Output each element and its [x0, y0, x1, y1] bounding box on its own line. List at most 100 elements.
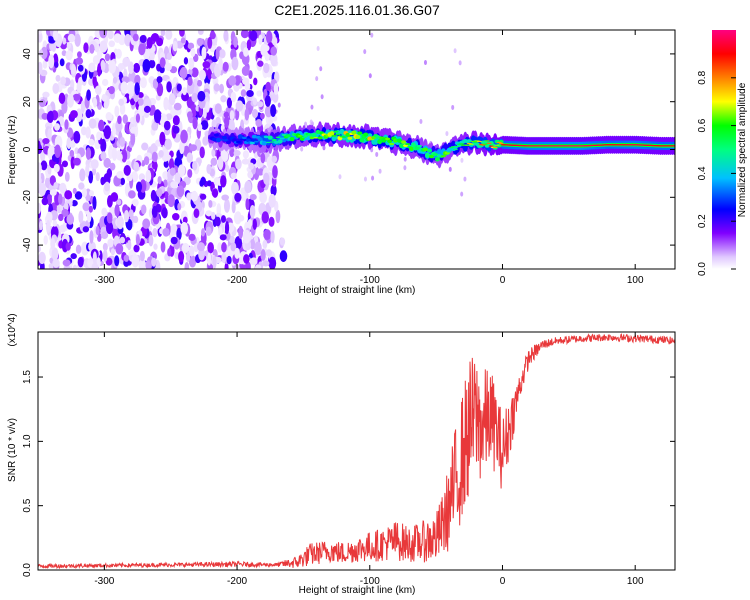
spectrogram-noise-blob	[275, 209, 281, 224]
spectrogram-noise-blob	[196, 37, 204, 47]
spectrogram-noise-blob	[65, 242, 71, 251]
spectrogram-ridge-blob	[472, 141, 478, 143]
spectrogram-noise-blob	[192, 160, 198, 171]
spectrogram-ridge-blob	[241, 136, 247, 140]
spectrogram-noise-blob	[272, 165, 278, 179]
spectrogram-noise-blob	[110, 248, 116, 256]
spectrogram-noise-blob	[254, 264, 262, 269]
spectrogram-noise-blob	[43, 235, 48, 245]
spectrogram-noise-blob	[240, 30, 249, 39]
spectrogram-noise-blob	[166, 154, 172, 161]
spectrogram-noise-blob	[72, 187, 77, 194]
spectrogram-noise-blob	[451, 104, 455, 110]
spectrogram-noise-blob	[78, 182, 85, 190]
spectrogram-noise-blob	[116, 171, 124, 179]
spectrogram-noise-blob	[202, 108, 207, 119]
spectrogram-noise-blob	[185, 251, 191, 263]
spectrogram-noise-blob	[104, 53, 111, 62]
spectrogram-noise-blob	[96, 49, 103, 59]
spectrogram-noise-blob	[218, 49, 226, 59]
spectrogram-noise-blob	[123, 209, 130, 223]
spectrogram-noise-blob	[262, 260, 270, 267]
spectrogram-noise-blob	[113, 33, 122, 43]
spectrogram-noise-blob	[138, 173, 146, 181]
spectrogram-noise-blob	[127, 81, 135, 94]
spectrogram-ridge-blob	[671, 145, 675, 147]
spectrogram-noise-blob	[139, 250, 145, 262]
spectrogram-noise-blob	[103, 125, 112, 140]
spectrogram-ridge-blob	[269, 141, 275, 143]
spectrogram-noise-blob	[95, 171, 100, 182]
spectrogram-noise-blob	[139, 35, 147, 43]
spectrogram-noise-blob	[248, 162, 255, 170]
spectrogram-noise-blob	[82, 187, 88, 198]
spectrogram-noise-blob	[100, 231, 109, 239]
spectrogram-noise-blob	[201, 46, 207, 60]
spectrogram-x-ticks: -300 -200 -100 0 100	[94, 30, 644, 286]
spectrogram-noise-blob	[255, 119, 263, 127]
spectrogram-noise-blob	[53, 181, 59, 189]
spectrogram-noise-blob	[134, 74, 141, 86]
spectrogram-noise-blob	[80, 126, 87, 136]
spectrogram-noise-blob	[270, 104, 277, 118]
spectrogram-noise-blob	[61, 208, 69, 217]
spectrogram-noise-blob	[103, 100, 109, 109]
spectrogram-noise-blob	[85, 147, 92, 160]
spectrogram-ridge-blob	[273, 140, 279, 144]
spectrogram-noise-blob	[132, 215, 139, 224]
spectrogram-noise-blob	[207, 68, 212, 80]
spectrogram-noise-blob	[198, 69, 206, 81]
spectrogram-noise-blob	[226, 97, 232, 109]
spectrogram-noise-blob	[129, 126, 137, 134]
spectrogram-noise-blob	[162, 227, 170, 237]
spectrogram-ridge-blob	[359, 137, 365, 143]
spectrogram-noise-blob	[163, 97, 169, 111]
spectrogram-noise-blob	[279, 250, 288, 262]
snr-xtick-label: -100	[360, 576, 380, 587]
spectrogram-ridge-blob	[307, 133, 313, 137]
spectrogram-ridge-blob	[432, 152, 438, 157]
spectrogram-noise-blob	[208, 199, 213, 208]
spectrogram-noise-blob	[66, 42, 71, 49]
spectrogram-noise-blob	[247, 171, 254, 179]
spectrogram-noise-blob	[168, 93, 176, 106]
spectrogram-noise-blob	[238, 215, 245, 222]
spectrogram-noise-blob	[242, 229, 251, 244]
spectrogram-noise-blob	[134, 82, 140, 96]
spectrogram-noise-blob	[77, 64, 84, 72]
snr-series-line	[38, 333, 675, 570]
spectrogram-noise-blob	[253, 77, 258, 86]
spectrogram-ytick-label: 0	[22, 146, 33, 152]
spectrogram-noise-blob	[153, 109, 162, 124]
spectrogram-noise-blob	[197, 123, 203, 132]
colorbar-label: Normalized spectral amplitude	[737, 82, 748, 217]
spectrogram-noise-blob	[322, 145, 326, 151]
spectrogram-noise-blob	[419, 118, 423, 124]
spectrogram-noise-blob	[152, 78, 159, 90]
spectrogram-noise-blob	[38, 182, 47, 197]
spectrogram-noise-blob	[207, 252, 212, 266]
spectrogram-noise-blob	[92, 251, 97, 265]
spectrogram-noise-blob	[39, 99, 46, 108]
spectrogram-ridge-blob	[440, 155, 446, 158]
spectrogram-noise-blob	[138, 43, 146, 56]
spectrogram-noise-blob	[165, 30, 173, 40]
spectrogram-noise-blob	[172, 115, 180, 126]
spectrogram-ytick-label: 40	[22, 48, 33, 60]
spectrogram-noise-blob	[244, 108, 250, 121]
spectrogram-noise-blob	[156, 82, 164, 97]
spectrogram-ridge-blob	[484, 140, 490, 142]
spectrogram-noise-blob	[143, 156, 150, 166]
colorbar: 0.0 0.2 0.4 0.6 0.8 Normalized spectral ampl…	[697, 30, 748, 276]
spectrogram-noise-blob	[254, 241, 262, 256]
spectrogram-noise-blob	[240, 89, 247, 97]
spectrogram-ridge-blob	[434, 157, 440, 162]
spectrogram-noise-blob	[228, 75, 237, 86]
spectrogram-noise-blob	[158, 150, 164, 158]
spectrogram-noise-blob	[202, 61, 211, 69]
spectrogram-noise-blob	[101, 78, 109, 87]
spectrogram-ridge-blob	[446, 151, 452, 153]
spectrogram-ridge-blob	[399, 143, 405, 149]
spectrogram-noise-blob	[88, 205, 93, 213]
snr-xtick-label: 100	[627, 576, 644, 587]
